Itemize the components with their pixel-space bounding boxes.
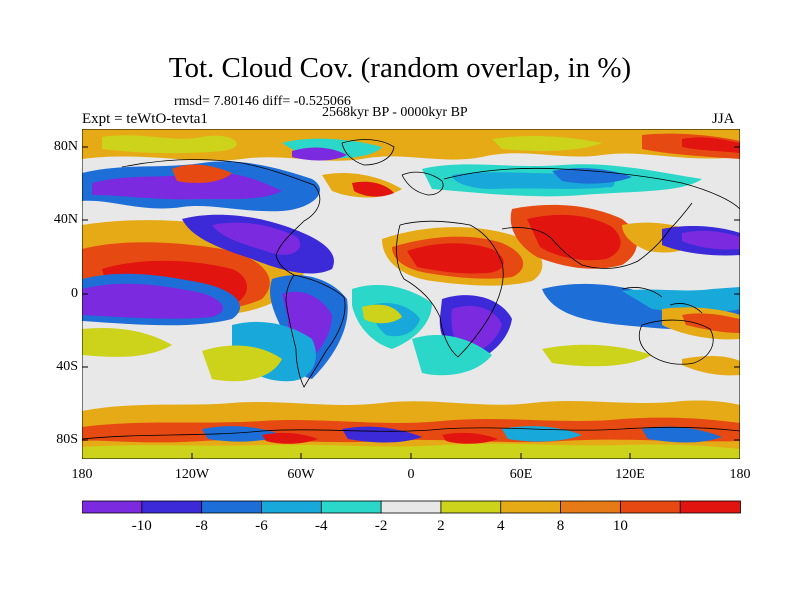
anomaly-region — [352, 181, 394, 197]
colorbar-swatch — [141, 500, 203, 514]
anomaly-region — [682, 355, 740, 376]
anomaly-region — [622, 287, 740, 313]
anomaly-region — [82, 443, 740, 459]
anomaly-region — [407, 243, 504, 274]
colorbar-label: 4 — [496, 518, 505, 534]
anomaly-region — [202, 426, 282, 442]
anomaly-region — [362, 304, 402, 324]
colorbar-swatch — [201, 500, 263, 514]
colorbar-swatch — [679, 500, 741, 514]
coastline-australia — [638, 319, 714, 365]
colorbar-label: -2 — [374, 518, 388, 534]
colorbar-swatch — [500, 500, 562, 514]
lon-label-120e: 120E — [615, 467, 645, 482]
anomaly-region — [292, 147, 347, 161]
lat-label-0: 0 — [71, 286, 78, 301]
lon-ticks — [191, 453, 631, 459]
lat-ticks — [82, 146, 740, 441]
colorbar-swatch — [560, 500, 622, 514]
colorbar-label: 2 — [437, 518, 445, 534]
anomaly-region — [527, 214, 621, 261]
anomaly-region — [442, 432, 498, 444]
period-text: 2568kyr BP - 0000kyr BP — [322, 105, 468, 120]
lon-label-60e: 60E — [509, 467, 533, 482]
colorbar-swatch — [82, 500, 143, 514]
lon-label-120w: 120W — [174, 467, 210, 482]
anomaly-region — [682, 230, 740, 250]
anomaly-region — [92, 172, 282, 200]
lat-label-80n: 80N — [53, 139, 78, 154]
anomaly-region — [82, 129, 740, 161]
cloud-cover-map — [82, 129, 740, 459]
coastline-maritime-continent — [621, 287, 703, 314]
anomaly-region — [262, 432, 318, 444]
experiment-label: Expt = teWtO-tevta1 — [82, 111, 208, 127]
coastline-antarctica — [82, 426, 740, 440]
colorbar-label: -8 — [195, 518, 208, 534]
coastlines — [82, 139, 740, 440]
anomaly-region — [492, 136, 602, 151]
colorbar-swatch — [380, 500, 442, 514]
anomaly-region — [542, 344, 652, 367]
coastline-south-america — [285, 274, 346, 388]
colorbar-label: -6 — [255, 518, 268, 534]
colorbar-label: 8 — [556, 518, 565, 534]
colorbar — [82, 500, 741, 514]
coastline-africa — [396, 220, 504, 358]
lon-label-0: 0 — [407, 467, 415, 482]
anomaly-region — [172, 164, 232, 183]
season-label: JJA — [712, 111, 735, 127]
colorbar-swatch — [261, 500, 323, 514]
anomaly-region — [552, 168, 632, 184]
lon-label-60w: 60W — [287, 467, 315, 482]
coastline-europe — [401, 171, 444, 196]
colorbar-label: 10 — [612, 518, 628, 534]
lat-label-40s: 40S — [56, 359, 78, 374]
colorbar-label: -4 — [315, 518, 328, 534]
anomaly-region — [102, 135, 237, 154]
lon-label-180w: 180 — [71, 467, 93, 482]
stats-text: rmsd= 7.80146 diff= -0.525066 — [174, 94, 351, 109]
anomaly-region — [202, 345, 282, 382]
anomaly-region — [412, 334, 492, 376]
colorbar-swatch — [320, 500, 382, 514]
colorbar-swatch — [440, 500, 502, 514]
anomaly-region — [642, 426, 722, 443]
anomaly-region — [212, 222, 301, 255]
anomaly-region — [82, 283, 223, 319]
colorbar-label: -10 — [131, 518, 152, 534]
plot-title: Tot. Cloud Cov. (random overlap, in %) — [168, 52, 632, 84]
coastline-north-america — [121, 159, 321, 276]
anomaly-region — [682, 137, 740, 153]
anomaly-region — [682, 313, 740, 333]
anomaly-region — [82, 327, 172, 357]
lat-label-40n: 40N — [53, 212, 78, 227]
lon-label-180e: 180 — [729, 467, 751, 482]
colorbar-swatch — [619, 500, 682, 514]
coastline-asia — [443, 167, 740, 269]
lat-label-80s: 80S — [56, 432, 78, 447]
coastline-greenland — [341, 139, 395, 166]
